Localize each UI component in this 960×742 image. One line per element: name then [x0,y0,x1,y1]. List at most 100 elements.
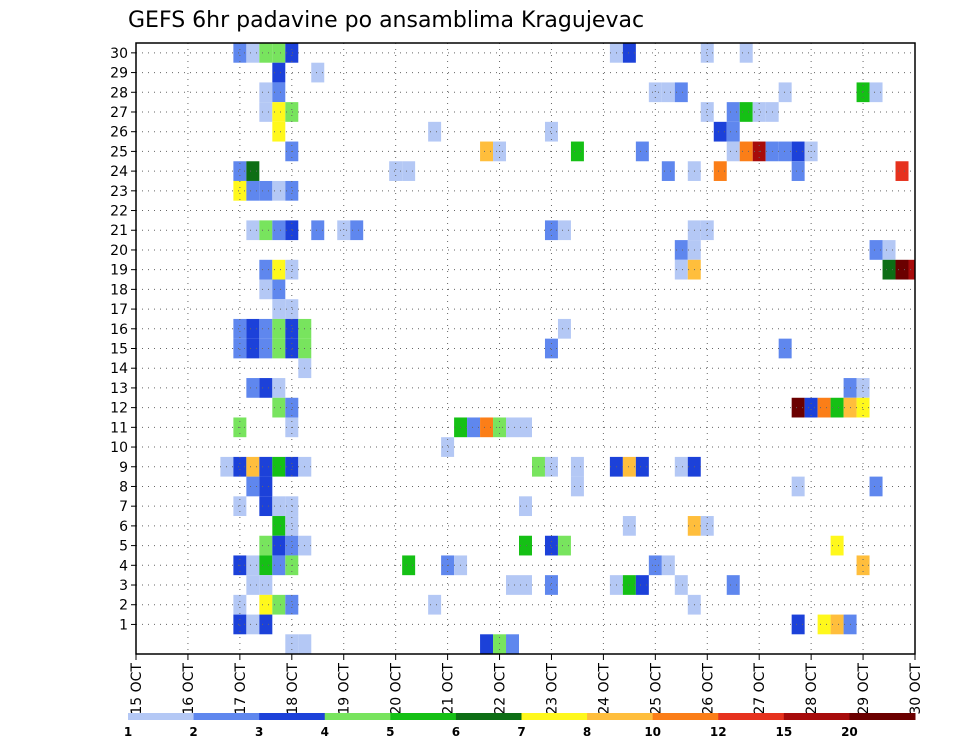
heatmap-cell [519,575,532,595]
heatmap-cell [259,43,273,63]
heatmap-cell [700,102,714,122]
heatmap-cell [882,259,896,280]
y-tick-label: 19 [110,263,128,279]
heatmap-cell [272,456,286,477]
x-axis: 15 OCT 16 OCT 17 OCT 18 OCT 19 OCT 20 OCT 21 O… [129,654,924,715]
heatmap-cell [246,614,260,635]
heatmap-cell [544,456,558,477]
colorbar-segment [324,713,391,720]
heatmap-cell [869,240,883,260]
y-axis: 1234567891011121314151617181920212223242… [110,46,136,633]
heatmap-cell [233,594,247,615]
heatmap-cell [713,161,727,181]
y-tick-label: 20 [110,243,128,259]
heatmap-cell [856,378,870,398]
colorbar-segment [718,713,785,720]
heatmap-cell [544,220,558,241]
y-tick-label: 22 [110,204,128,220]
y-tick-label: 26 [110,125,128,141]
heatmap-cell [804,397,818,418]
heatmap-cell [648,82,662,103]
heatmap-cell [272,594,286,615]
colorbar-segment [587,713,654,720]
colorbar-segment [849,713,916,720]
heatmap-cell [778,141,792,162]
colorbar-label: 3 [255,725,263,739]
heatmap-cell [350,220,364,241]
heatmap-cell [259,338,273,359]
heatmap-cell [674,575,688,595]
y-tick-label: 7 [119,499,128,515]
colorbar-label: 10 [644,725,661,739]
heatmap-cell [791,476,805,497]
heatmap-cell [739,102,753,122]
heatmap-cell [493,634,507,654]
heatmap-cell [285,535,299,556]
y-tick-label: 3 [119,578,128,594]
x-tick-label: 21 OCT [441,663,457,715]
heatmap-cell [259,535,273,556]
heatmap-cell [778,82,792,103]
heatmap-cell [285,180,299,201]
heatmap-cell [246,575,260,595]
heatmap-cells [220,43,915,654]
heatmap-cell [259,555,273,576]
colorbar-label: 12 [710,725,727,739]
x-tick-label: 30 OCT [908,663,924,715]
y-tick-label: 25 [110,144,128,160]
heatmap-cell [233,43,247,63]
heatmap-cell [233,338,247,359]
y-tick-label: 27 [110,105,128,121]
heatmap-cell [233,318,247,339]
heatmap-cell [506,634,519,654]
heatmap-cell [285,102,299,122]
heatmap-cell [272,496,286,517]
heatmap-cell [402,161,416,181]
heatmap-cell [570,476,584,497]
heatmap-cell [519,535,532,556]
colorbar-legend: 1 2 3 4 5 6 7 8 10 12 15 20 [124,713,916,739]
heatmap-cell [428,121,442,142]
x-tick-label: 17 OCT [233,663,249,715]
heatmap-cell [259,82,273,103]
y-tick-label: 12 [110,401,128,417]
heatmap-cell [544,535,558,556]
colorbar-label: 8 [583,725,591,739]
heatmap-cell [739,43,753,63]
y-tick-label: 13 [110,381,128,397]
heatmap-cell [856,397,870,418]
y-tick-label: 18 [110,282,128,298]
x-tick-label: 28 OCT [804,663,820,715]
heatmap-cell [869,476,883,497]
heatmap-cell [791,397,805,418]
y-tick-label: 28 [110,85,128,101]
heatmap-cell [337,220,351,241]
heatmap-cell [272,180,286,201]
heatmap-cell [259,279,273,300]
x-tick-label: 18 OCT [285,663,301,715]
y-tick-label: 5 [119,539,128,555]
y-tick-label: 21 [110,223,128,239]
colorbar-segment [193,713,260,720]
heatmap-cell [441,437,455,457]
x-tick-label: 27 OCT [752,663,768,715]
heatmap-cell [272,279,286,300]
heatmap-cell [480,417,494,438]
heatmap-cell [285,318,299,339]
heatmap-cell [272,516,286,536]
heatmap-cell [544,575,558,595]
heatmap-cell [272,121,286,142]
heatmap-cell [895,161,909,181]
heatmap-cell [778,338,792,359]
heatmap-cell [791,141,805,162]
heatmap-cell [622,43,636,63]
heatmap-cell [246,220,260,241]
y-tick-label: 15 [110,342,128,358]
heatmap-cell [272,318,286,339]
x-tick-label: 16 OCT [181,663,197,715]
y-tick-label: 9 [119,460,128,476]
y-tick-label: 17 [110,302,128,318]
heatmap-cell [700,43,714,63]
y-tick-label: 4 [119,558,128,574]
